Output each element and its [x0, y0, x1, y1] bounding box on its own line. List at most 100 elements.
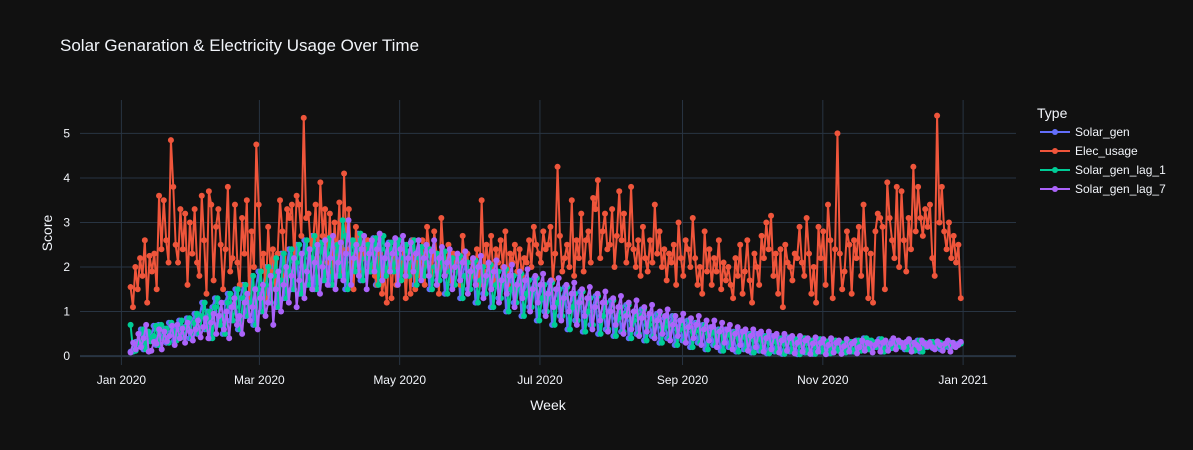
- data-point: [368, 237, 375, 244]
- data-point: [265, 264, 272, 271]
- data-point: [846, 348, 853, 355]
- data-point: [939, 347, 946, 354]
- data-point: [576, 299, 583, 306]
- data-point: [520, 313, 527, 320]
- legend-item-solar-gen-lag-1[interactable]: Solar_gen_lag_1: [1040, 163, 1166, 177]
- data-point: [753, 264, 760, 271]
- y-axis-title: Score: [39, 215, 55, 252]
- data-point: [329, 281, 336, 288]
- data-point: [835, 337, 842, 344]
- x-tick-label: May 2020: [373, 373, 426, 387]
- data-point: [234, 286, 241, 293]
- data-point: [217, 241, 224, 248]
- data-point: [758, 328, 765, 335]
- data-point: [812, 334, 819, 341]
- legend-item-solar-gen-lag-7[interactable]: Solar_gen_lag_7: [1040, 182, 1166, 196]
- data-point: [371, 268, 378, 275]
- data-point: [272, 286, 279, 293]
- data-point: [744, 237, 751, 244]
- legend-title: Type: [1037, 105, 1068, 121]
- data-point: [384, 241, 391, 248]
- data-point: [483, 241, 490, 248]
- data-point: [841, 268, 848, 275]
- data-point: [687, 264, 694, 271]
- data-point: [361, 232, 368, 239]
- data-point: [165, 259, 172, 266]
- data-point: [262, 313, 269, 320]
- data-point: [241, 250, 248, 257]
- data-point: [285, 299, 292, 306]
- data-point: [478, 197, 485, 204]
- data-point: [900, 237, 907, 244]
- data-point: [708, 281, 715, 288]
- data-point: [444, 290, 451, 297]
- data-point: [309, 286, 316, 293]
- data-point: [715, 237, 722, 244]
- data-point: [632, 264, 639, 271]
- data-point: [425, 272, 432, 279]
- data-point: [331, 219, 338, 226]
- data-point: [799, 348, 806, 355]
- data-point: [555, 275, 562, 282]
- data-point: [215, 206, 222, 213]
- data-point: [345, 217, 352, 224]
- data-point: [760, 348, 767, 355]
- data-point: [689, 215, 696, 222]
- data-point: [646, 310, 653, 317]
- data-point: [210, 310, 217, 317]
- legend-item-solar-gen[interactable]: Solar_gen: [1040, 125, 1130, 139]
- data-point: [848, 290, 855, 297]
- data-point: [137, 255, 144, 262]
- data-point: [459, 259, 466, 266]
- data-point: [348, 281, 355, 288]
- data-point: [191, 206, 198, 213]
- data-point: [693, 321, 700, 328]
- data-point: [203, 290, 210, 297]
- legend[interactable]: Type Solar_gen Elec_usage Solar_gen_lag_1 S…: [1037, 105, 1166, 196]
- legend-item-elec-usage[interactable]: Elec_usage: [1040, 144, 1138, 158]
- data-point: [698, 341, 705, 348]
- data-point: [252, 286, 259, 293]
- y-axis-ticks: 0 1 2 3 4 5: [63, 126, 70, 363]
- data-point: [301, 295, 308, 302]
- data-point: [153, 340, 160, 347]
- data-point: [446, 246, 453, 253]
- data-point: [706, 246, 713, 253]
- data-point: [606, 241, 613, 248]
- data-point: [144, 299, 151, 306]
- data-point: [602, 210, 608, 217]
- data-point: [267, 272, 274, 279]
- data-point: [607, 308, 614, 315]
- data-point: [444, 259, 451, 266]
- data-point: [280, 281, 287, 288]
- data-point: [729, 346, 736, 353]
- data-point: [410, 268, 417, 275]
- data-point: [623, 313, 630, 320]
- data-point: [751, 250, 758, 257]
- data-point: [664, 306, 671, 313]
- data-point: [585, 228, 592, 235]
- data-point: [161, 328, 168, 335]
- data-point: [179, 246, 186, 253]
- y-tick-label: 4: [63, 171, 70, 185]
- data-point: [908, 348, 915, 355]
- data-point: [501, 264, 508, 271]
- data-point: [663, 277, 670, 284]
- data-point: [851, 237, 858, 244]
- data-point: [787, 264, 794, 271]
- data-point: [929, 255, 936, 262]
- data-point: [129, 304, 136, 311]
- data-point: [604, 328, 611, 335]
- data-point: [886, 215, 893, 222]
- data-point: [735, 348, 742, 355]
- data-point: [257, 268, 264, 275]
- data-point: [300, 114, 307, 121]
- data-point: [716, 328, 723, 335]
- data-point: [527, 308, 534, 315]
- legend-swatch-marker: [1052, 186, 1058, 192]
- data-point: [488, 232, 495, 239]
- data-point: [550, 304, 557, 311]
- data-point: [721, 339, 728, 346]
- data-point: [353, 241, 360, 248]
- data-point: [856, 344, 863, 351]
